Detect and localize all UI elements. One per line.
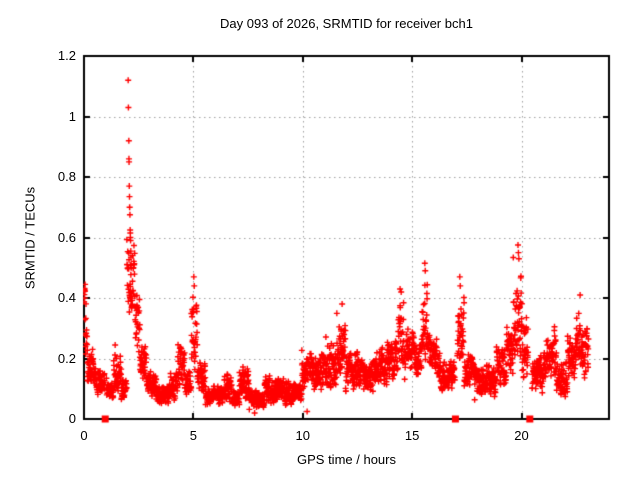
y-tick-label: 0.4 [57, 290, 76, 305]
y-tick-label: 0.8 [57, 169, 76, 184]
y-tick-label: 1 [68, 108, 76, 124]
y-tick-label: 1.2 [57, 48, 76, 63]
x-axis-label: GPS time / hours [297, 452, 396, 467]
x-tick-label: 0 [80, 428, 88, 443]
x-tick-label: 10 [295, 428, 310, 443]
y-tick-label: 0 [68, 411, 76, 426]
y-tick-label: 0.2 [57, 350, 76, 366]
x-tick-label: 15 [404, 428, 420, 443]
x-tick-label: 5 [189, 428, 197, 443]
x-tick-label: 20 [514, 428, 529, 443]
chart-title: Day 093 of 2026, SRMTID for receiver bch… [220, 16, 473, 31]
y-tick-label: 0.6 [57, 229, 76, 245]
